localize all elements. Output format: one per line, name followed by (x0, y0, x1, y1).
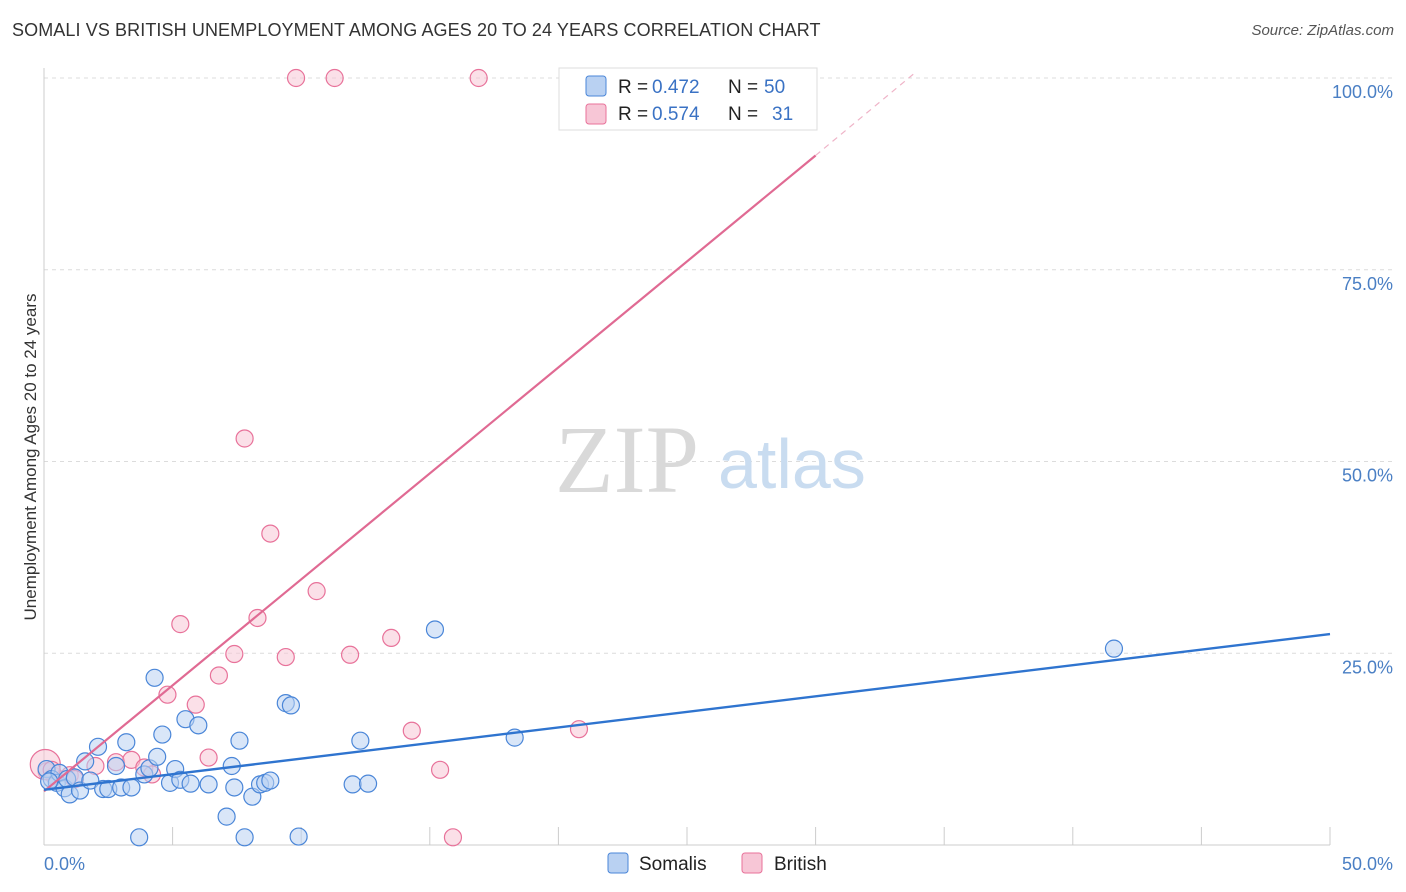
somali-points (37, 620, 1124, 847)
legend-somali-r-label: R = (618, 77, 648, 98)
somali-point-46 (425, 620, 445, 639)
legend-british-r-value: 0.574 (652, 104, 700, 125)
y-tick-label-1: 50.0% (1342, 466, 1393, 486)
somali-point-17 (122, 778, 141, 797)
legend-swatch-somali (585, 75, 607, 97)
british-point-27 (469, 68, 488, 88)
bottom-legend-swatch-somali (607, 852, 629, 874)
y-tick-label-3: 100.0% (1332, 82, 1393, 102)
british-point-23 (382, 628, 401, 648)
somali-point-29 (189, 716, 208, 735)
somali-point-16 (117, 733, 136, 752)
somali-point-33 (225, 778, 244, 797)
somali-point-48 (1104, 639, 1124, 658)
somali-point-9 (76, 752, 95, 771)
watermark-zip: ZIP (555, 406, 699, 513)
somali-point-34 (230, 731, 249, 750)
british-point-19 (286, 68, 306, 88)
british-point-20 (307, 582, 326, 601)
british-point-13 (209, 666, 228, 685)
british-point-14 (225, 644, 244, 664)
legend-somali-r-value: 0.472 (652, 77, 700, 98)
legend-british-n-label: N = (728, 104, 758, 125)
british-point-17 (261, 524, 280, 543)
watermark-atlas: atlas (718, 425, 866, 503)
british-point-16 (248, 608, 267, 628)
legend-british-n-value: 31 (772, 104, 793, 125)
british-point-12 (199, 748, 218, 767)
somali-point-18 (130, 828, 149, 847)
y-tick-label-0: 25.0% (1342, 657, 1393, 677)
bottom-legend-somali: Somalis (639, 854, 707, 875)
british-point-9 (158, 685, 177, 704)
british-point-21 (325, 68, 344, 88)
british-point-10 (171, 615, 190, 634)
british-trend-line-extension (815, 73, 914, 156)
somali-point-35 (235, 828, 254, 847)
british-points (29, 68, 589, 847)
somali-point-39 (261, 771, 280, 790)
legend-somali-n-label: N = (728, 77, 758, 98)
gridlines (44, 77, 1393, 654)
legend-swatch-british (585, 103, 607, 125)
watermark: ZIP atlas (555, 406, 866, 513)
somali-point-44 (351, 731, 370, 750)
somali-point-30 (199, 775, 218, 794)
source-label: Source: ZipAtlas.com (1251, 22, 1394, 39)
somali-point-22 (148, 747, 167, 766)
somali-point-41 (281, 696, 301, 715)
legend-somali-n-value: 50 (764, 77, 785, 98)
british-point-25 (430, 760, 450, 779)
bottom-legend-swatch-british (741, 852, 763, 874)
y-axis-label: Unemployment Among Ages 20 to 24 years (21, 294, 40, 621)
series-legend: Somalis British (607, 852, 827, 875)
y-tick-labels: 25.0% 50.0% 75.0% 100.0% (1332, 82, 1393, 677)
british-point-18 (276, 647, 295, 667)
x-tick-min: 0.0% (44, 854, 85, 874)
british-point-22 (340, 645, 360, 664)
british-point-15 (235, 429, 254, 448)
somali-point-28 (181, 774, 200, 793)
somali-point-23 (153, 725, 172, 744)
somali-point-21 (145, 668, 164, 687)
correlation-legend: R = 0.472 N = 50 R = 0.574 N = 31 (558, 67, 818, 131)
british-point-11 (186, 695, 205, 714)
somali-point-31 (217, 807, 236, 826)
somali-point-42 (289, 827, 308, 846)
somali-trend-line (43, 632, 1331, 791)
british-point-24 (402, 721, 421, 740)
somali-point-43 (343, 775, 362, 794)
somali-point-45 (358, 774, 378, 793)
somali-point-14 (106, 756, 126, 776)
bottom-legend-british: British (774, 854, 827, 875)
legend-british-r-label: R = (618, 104, 648, 125)
y-tick-label-2: 75.0% (1342, 274, 1393, 294)
chart-title: SOMALI VS BRITISH UNEMPLOYMENT AMONG AGE… (12, 20, 821, 40)
british-trend-line (43, 154, 817, 793)
x-tick-max: 50.0% (1342, 854, 1393, 874)
british-point-26 (443, 828, 463, 847)
